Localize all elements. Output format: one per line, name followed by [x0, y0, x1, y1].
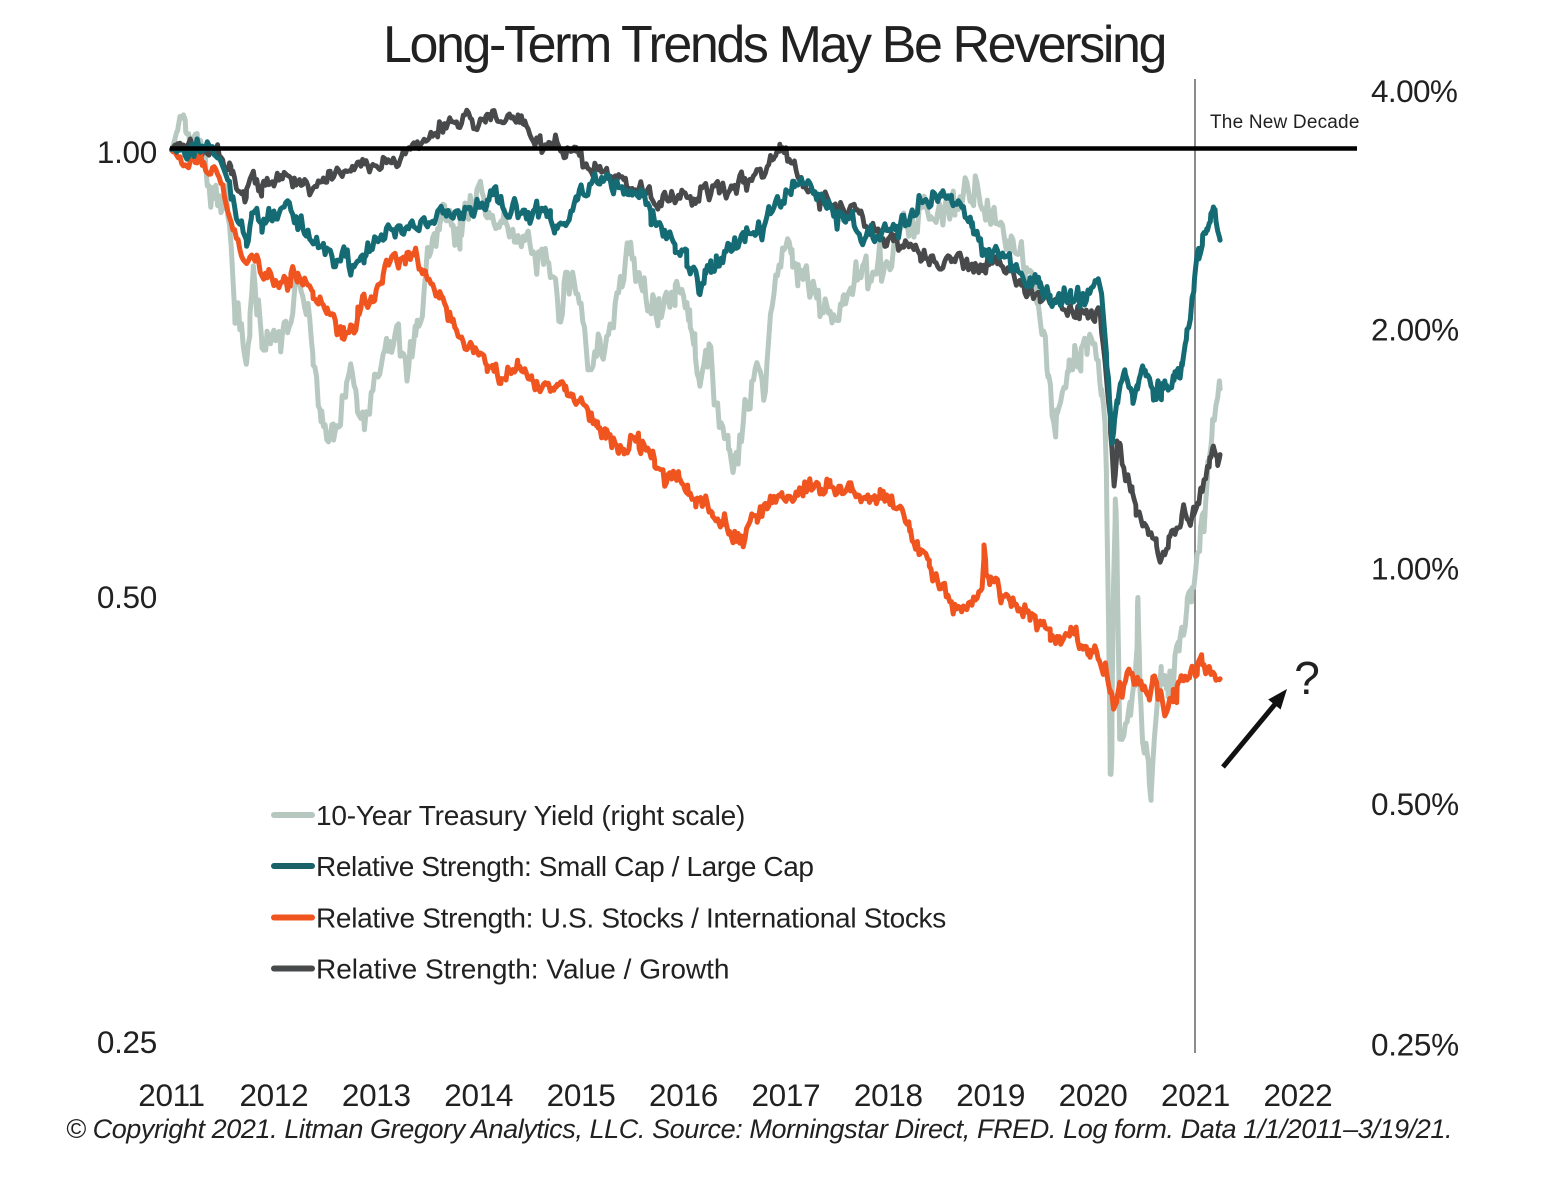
svg-text:4.00%: 4.00%: [1371, 73, 1457, 109]
svg-text:10-Year Treasury Yield (right: 10-Year Treasury Yield (right scale): [316, 800, 745, 831]
svg-text:2016: 2016: [649, 1077, 718, 1113]
svg-text:2020: 2020: [1059, 1077, 1128, 1113]
svg-text:0.25: 0.25: [97, 1024, 157, 1060]
svg-text:2019: 2019: [956, 1077, 1025, 1113]
svg-text:2015: 2015: [547, 1077, 616, 1113]
svg-text:2017: 2017: [751, 1077, 820, 1113]
svg-text:1.00: 1.00: [97, 134, 157, 170]
svg-text:2011: 2011: [138, 1077, 205, 1113]
svg-text:2.00%: 2.00%: [1371, 312, 1459, 348]
svg-text:0.50%: 0.50%: [1371, 786, 1459, 822]
svg-text:0.50: 0.50: [97, 579, 157, 615]
svg-text:0.25%: 0.25%: [1371, 1027, 1459, 1063]
svg-text:Relative Strength: U.S. Stocks: Relative Strength: U.S. Stocks / Interna…: [316, 903, 946, 934]
svg-text:2022: 2022: [1263, 1077, 1332, 1113]
svg-text:2014: 2014: [444, 1077, 513, 1113]
svg-text:2018: 2018: [854, 1077, 923, 1113]
svg-text:1.00%: 1.00%: [1371, 551, 1459, 587]
svg-text:2012: 2012: [239, 1077, 308, 1113]
svg-text:?: ?: [1294, 652, 1320, 704]
svg-text:The New Decade: The New Decade: [1210, 112, 1360, 133]
svg-text:Relative Strength: Value / Gro: Relative Strength: Value / Growth: [316, 954, 729, 985]
svg-text:Long-Term Trends May Be Revers: Long-Term Trends May Be Reversing: [383, 16, 1165, 74]
svg-text:Relative Strength: Small Cap /: Relative Strength: Small Cap / Large Cap: [316, 851, 814, 882]
svg-text:© Copyright 2021. Litman Grego: © Copyright 2021. Litman Gregory Analyti…: [66, 1114, 1452, 1144]
svg-text:2013: 2013: [342, 1077, 411, 1113]
svg-text:2021: 2021: [1161, 1077, 1230, 1113]
